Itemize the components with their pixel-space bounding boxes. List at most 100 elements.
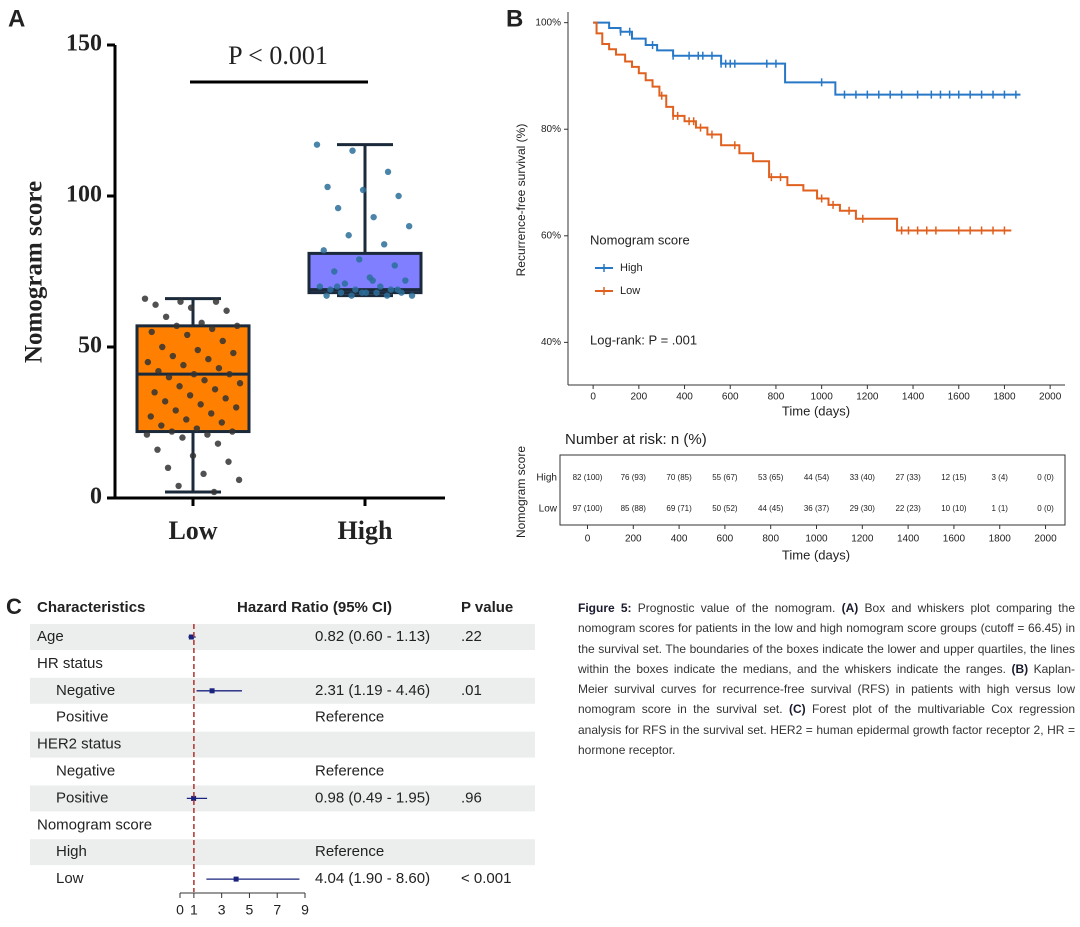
data-point <box>408 292 416 299</box>
hazard-ratio-point <box>191 795 197 801</box>
ci-text: Reference <box>315 762 384 779</box>
data-point <box>229 428 236 435</box>
data-point <box>172 407 179 414</box>
x-tick-label: 1 <box>190 902 198 918</box>
ci-text: 0.98 (0.49 - 1.95) <box>315 789 430 806</box>
data-point <box>391 262 398 269</box>
data-point <box>383 292 391 299</box>
risk-cell: 53 (65) <box>758 473 784 482</box>
x-tick-label: 1800 <box>989 534 1012 545</box>
row-band <box>30 624 535 650</box>
ci-text: 4.04 (1.90 - 8.60) <box>315 870 430 887</box>
data-point <box>154 446 161 453</box>
data-point <box>370 213 377 221</box>
p-value: .96 <box>461 789 482 806</box>
caption-text: (C) <box>788 702 806 717</box>
risk-cell: 29 (30) <box>850 504 876 513</box>
risk-cell: 10 (10) <box>941 504 967 513</box>
p-value: .22 <box>461 628 482 645</box>
row-band <box>30 839 535 866</box>
y-axis-title: Nomogram score <box>21 181 48 363</box>
data-point <box>200 470 207 478</box>
annotation: P < 0.001 <box>228 41 328 70</box>
data-point <box>313 141 321 148</box>
data-point <box>194 346 201 354</box>
y-axis-title: Recurrence-free survival (%) <box>514 124 528 277</box>
x-tick-label: 1800 <box>993 392 1016 403</box>
ci-text: 2.31 (1.19 - 4.46) <box>315 682 430 699</box>
data-point <box>337 289 345 296</box>
x-tick-label: 1000 <box>811 392 834 403</box>
data-point <box>359 186 367 194</box>
data-point <box>204 431 211 438</box>
data-point <box>162 313 170 320</box>
row-label: Positive <box>56 789 109 806</box>
x-tick-label: 3 <box>218 902 226 918</box>
data-point <box>184 331 191 339</box>
data-point <box>358 289 366 296</box>
data-point <box>148 328 155 336</box>
data-point <box>143 431 151 438</box>
data-point <box>352 286 359 293</box>
x-tick-label: 200 <box>625 534 642 545</box>
data-point <box>402 277 409 284</box>
data-point <box>381 241 388 248</box>
x-tick-label: 0 <box>176 902 184 918</box>
x-tick-label: 0 <box>585 534 591 545</box>
data-point <box>230 349 237 357</box>
risk-cell: 44 (45) <box>758 504 784 513</box>
y-tick-label: 60% <box>541 230 561 241</box>
caption-text: Forest plot of the multivariable Cox reg… <box>578 702 1075 758</box>
data-point <box>226 370 233 378</box>
row-band <box>30 677 535 704</box>
data-point <box>395 192 402 200</box>
data-point <box>316 283 324 290</box>
survival-curve <box>593 21 1021 96</box>
data-point <box>369 277 376 284</box>
data-point <box>193 425 201 432</box>
y-tick-label: 0 <box>90 484 102 510</box>
data-point <box>394 286 401 293</box>
data-point <box>165 374 173 381</box>
x-axis-title: Time (days) <box>782 403 850 418</box>
caption-text: Prognostic value of the nomogram. <box>637 601 836 615</box>
panel-label: C <box>6 594 22 619</box>
x-tick-label: Low <box>168 516 217 545</box>
data-point <box>223 307 230 314</box>
data-point <box>180 361 187 369</box>
box <box>135 324 251 434</box>
caption-text: Kaplan-Meier survival curves for recurre… <box>578 661 1075 717</box>
data-point <box>169 352 177 360</box>
data-point <box>320 247 327 254</box>
x-tick-label: 200 <box>630 392 647 403</box>
y-tick-label: 40% <box>541 337 561 348</box>
data-point <box>151 389 158 396</box>
caption-text: Box and whiskers plot comparing the nomo… <box>578 601 1075 676</box>
data-point <box>168 428 176 435</box>
risk-cell: 76 (93) <box>621 473 647 482</box>
legend-label: Low <box>620 285 640 297</box>
x-tick-label: 1200 <box>856 392 879 403</box>
column-header: Characteristics <box>37 599 145 616</box>
risk-cell: 1 (1) <box>992 504 1009 513</box>
data-point <box>345 232 352 239</box>
data-point <box>161 398 169 405</box>
data-point <box>198 319 205 327</box>
risk-cell: 55 (67) <box>712 473 738 482</box>
data-point <box>210 488 218 496</box>
data-point <box>222 395 229 402</box>
x-tick-label: High <box>338 516 393 545</box>
data-point <box>405 223 413 230</box>
data-point <box>155 367 162 375</box>
data-point <box>141 295 149 302</box>
panel-label: A <box>8 5 25 32</box>
data-point <box>176 383 183 390</box>
y-tick-label: 100% <box>535 17 561 28</box>
row-label: Positive <box>56 709 109 726</box>
data-point <box>190 370 198 378</box>
data-point <box>323 292 330 299</box>
data-point <box>225 458 232 465</box>
data-point <box>218 419 225 426</box>
data-point <box>356 256 363 263</box>
